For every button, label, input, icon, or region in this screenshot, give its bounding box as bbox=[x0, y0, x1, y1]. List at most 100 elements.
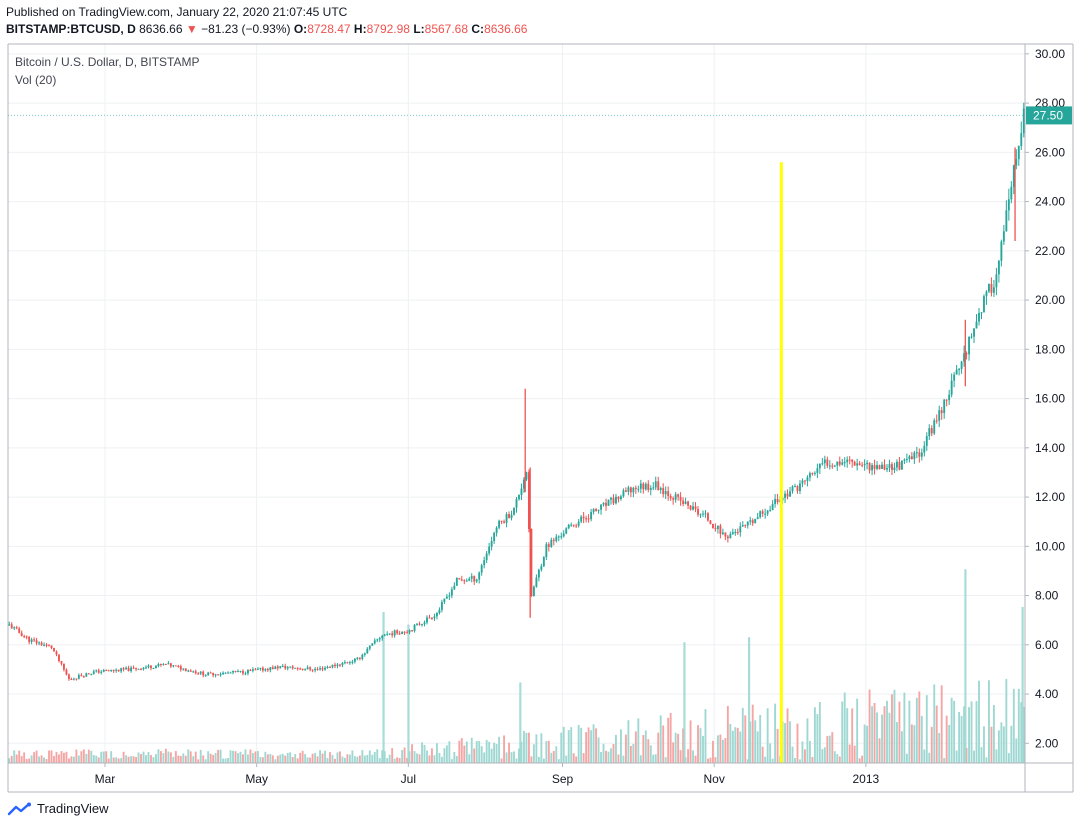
published-line: Published on TradingView.com, January 22… bbox=[6, 5, 348, 19]
volume-bar bbox=[552, 750, 555, 763]
time-axis[interactable]: Mar May Jul Sep Nov 2013 bbox=[95, 763, 880, 786]
volume-bar bbox=[766, 708, 769, 763]
volume-bar bbox=[463, 745, 466, 763]
candle-body bbox=[490, 541, 493, 547]
candle-body bbox=[445, 596, 448, 599]
volume-bar bbox=[749, 721, 752, 763]
volume-bar bbox=[754, 720, 757, 763]
tradingview-logo[interactable]: TradingView bbox=[6, 801, 109, 816]
volume-legend[interactable]: Vol (20) bbox=[15, 73, 57, 87]
candle-body bbox=[229, 672, 232, 674]
candle-body bbox=[582, 516, 585, 519]
candle-body bbox=[592, 509, 595, 513]
candle-body bbox=[816, 468, 819, 473]
candle-body bbox=[637, 488, 640, 490]
volume-bar bbox=[25, 758, 28, 763]
candle-body bbox=[460, 579, 463, 581]
volume-bar bbox=[194, 751, 197, 763]
volume-bar bbox=[314, 752, 317, 763]
volume-bar bbox=[794, 757, 796, 763]
candle-body bbox=[699, 514, 702, 516]
candle-body bbox=[900, 460, 903, 470]
candle-body bbox=[488, 546, 491, 554]
candle-body bbox=[157, 663, 160, 666]
candle-body bbox=[311, 669, 314, 671]
candle-body bbox=[709, 520, 712, 524]
candle-body bbox=[324, 667, 326, 670]
candle-body bbox=[30, 639, 33, 642]
volume-bar bbox=[687, 749, 690, 763]
y-tick-label: 16.00 bbox=[1035, 392, 1065, 406]
candle-body bbox=[923, 445, 926, 453]
volume-bar bbox=[247, 754, 249, 763]
volume-bar bbox=[107, 758, 110, 763]
candle-body bbox=[411, 630, 414, 632]
volume-bar bbox=[500, 758, 503, 763]
volume-bar bbox=[60, 751, 63, 763]
volume-bar bbox=[140, 753, 142, 763]
candle-body bbox=[878, 465, 881, 469]
candle-body bbox=[856, 463, 859, 466]
volume-bar bbox=[413, 751, 416, 763]
volume-bar bbox=[15, 754, 18, 763]
volume-bar bbox=[50, 750, 53, 763]
volume-bar bbox=[988, 680, 990, 763]
candle-body bbox=[112, 670, 115, 672]
candle-body bbox=[137, 668, 140, 670]
candle-body bbox=[72, 678, 75, 680]
candle-body bbox=[314, 668, 317, 671]
candle-body bbox=[642, 483, 645, 490]
volume-bar bbox=[846, 708, 849, 763]
candle-body bbox=[63, 663, 65, 670]
volume-bar bbox=[406, 757, 409, 763]
volume-bar bbox=[13, 750, 16, 763]
volume-bar bbox=[291, 757, 294, 763]
candle-body bbox=[478, 572, 481, 580]
volume-bar bbox=[818, 702, 821, 763]
candle-body bbox=[694, 506, 697, 509]
price-axis[interactable]: 2.00 4.00 6.00 8.00 10.00 12.00 14.00 16.00 18.0… bbox=[1025, 47, 1065, 750]
volume-bar bbox=[639, 755, 642, 763]
candle-body bbox=[831, 465, 834, 467]
candle-body bbox=[130, 667, 133, 672]
candle-body bbox=[413, 624, 416, 631]
volume-bar bbox=[431, 748, 433, 763]
volume-bar bbox=[505, 752, 508, 763]
volume-bar bbox=[679, 750, 682, 763]
volume-bar bbox=[508, 742, 510, 763]
volume-bar bbox=[256, 751, 259, 763]
volume-bar bbox=[411, 744, 414, 763]
candle-body bbox=[468, 578, 471, 581]
volume-bar bbox=[214, 752, 217, 763]
candle-body bbox=[689, 505, 692, 510]
volume-bar bbox=[567, 730, 570, 763]
candle-body bbox=[868, 462, 871, 471]
volume-bar bbox=[801, 741, 804, 763]
candle-body bbox=[363, 653, 366, 655]
candle-body bbox=[95, 670, 98, 672]
volume-bar bbox=[644, 730, 647, 763]
y-tick-label: 22.00 bbox=[1035, 244, 1065, 258]
series-legend[interactable]: Bitcoin / U.S. Dollar, D, BITSTAMP bbox=[15, 55, 200, 69]
volume-bar bbox=[873, 702, 876, 763]
candle-body bbox=[629, 487, 632, 493]
volume-bar bbox=[577, 724, 580, 763]
volume-bar bbox=[159, 751, 162, 763]
volume-bar bbox=[358, 755, 361, 763]
volume-bar bbox=[513, 751, 515, 763]
candle-body bbox=[296, 667, 299, 669]
candle-body bbox=[264, 669, 267, 671]
candle-body bbox=[808, 473, 811, 478]
candle-body bbox=[761, 511, 764, 514]
volume-bar bbox=[1000, 722, 1003, 763]
volume-bar bbox=[478, 741, 481, 763]
volume-bar bbox=[87, 749, 90, 763]
volume-bar bbox=[776, 728, 779, 763]
candle-body bbox=[470, 576, 473, 579]
volume-bar bbox=[580, 727, 583, 763]
open-value: 8728.47 bbox=[307, 22, 351, 36]
candle-body bbox=[639, 483, 642, 489]
x-tick-label: Sep bbox=[552, 772, 574, 786]
candle-body bbox=[813, 472, 816, 474]
